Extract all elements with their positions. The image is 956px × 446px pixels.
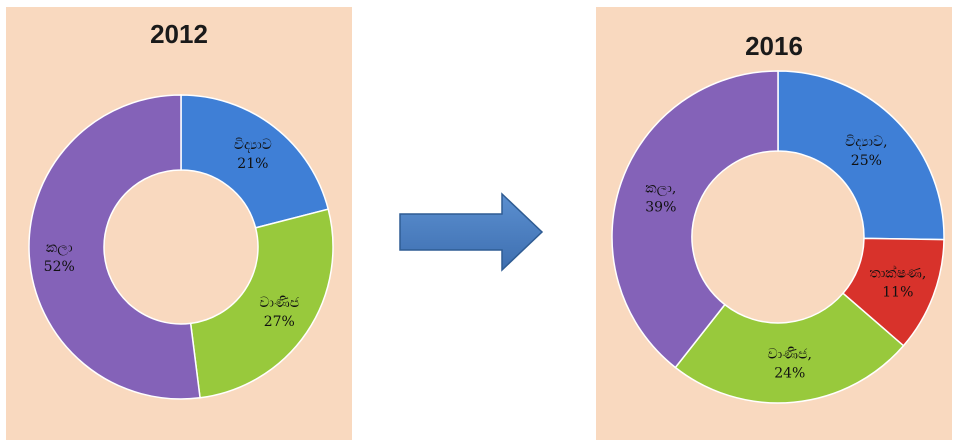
slice-category-label: විද්‍යාව,: [845, 134, 887, 150]
slice-percent-label: 25%: [851, 153, 882, 169]
donut-chart-2012: විද්‍යාව 21% වාණිජ 27% කලා 52%: [28, 94, 334, 400]
slice-category-label: කලා: [46, 240, 73, 256]
slice-percent-label: 21%: [237, 156, 268, 172]
chart-title-2012: 2012: [150, 19, 208, 49]
donut-slice: [611, 70, 779, 369]
slice-percent-label: 11%: [882, 284, 913, 300]
slice-percent-label: 52%: [44, 259, 75, 275]
slice-percent-label: 24%: [774, 365, 805, 381]
donut-slice: [28, 94, 201, 400]
donut-chart-2016: විද්‍යාව, 25% තාක්ෂණ, 11% වාණිජ, 24% කලා, 39%: [611, 70, 945, 404]
chart-panel-2016: 2016 විද්‍යාව, 25% තාක්ෂණ, 11% වාණිජ, 24% කලා,…: [596, 7, 952, 440]
donut-slice: [189, 208, 334, 399]
donut-slice: [777, 70, 945, 241]
slice-category-label: වාණිජ,: [768, 346, 812, 362]
right-arrow-icon: [398, 192, 544, 272]
donut-slice: [180, 94, 330, 229]
slice-category-label: තාක්ෂණ,: [869, 265, 926, 281]
chart-panel-2012: 2012 විද්‍යාව 21% වාණිජ 27% කලා 52%: [6, 7, 352, 440]
slice-category-label: විද්‍යාව: [234, 137, 272, 153]
slice-percent-label: 27%: [264, 314, 295, 330]
slice-category-label: වාණිජ: [259, 295, 299, 311]
slice-category-label: කලා,: [645, 180, 676, 196]
slice-percent-label: 39%: [645, 199, 676, 215]
donut-slice: [674, 292, 905, 404]
chart-title-2016: 2016: [745, 31, 803, 61]
